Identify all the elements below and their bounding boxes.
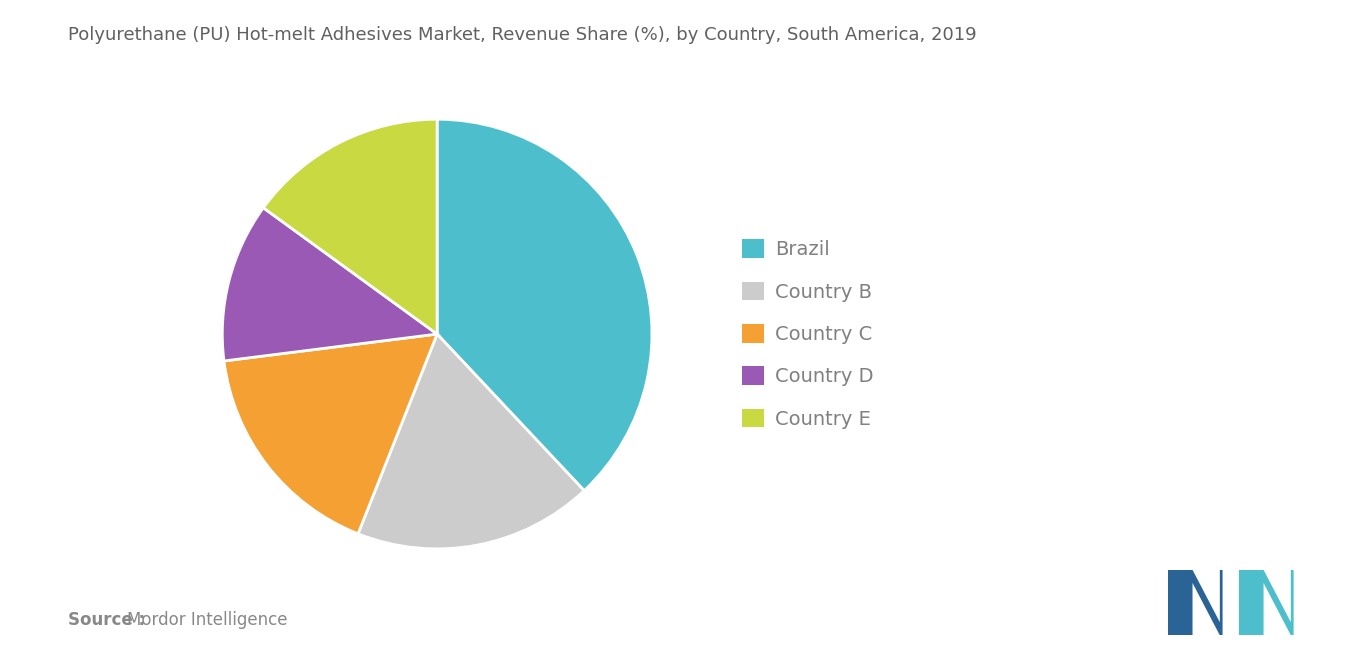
Wedge shape — [358, 334, 585, 549]
Wedge shape — [224, 334, 437, 534]
Wedge shape — [437, 119, 652, 491]
Wedge shape — [223, 208, 437, 361]
Legend: Brazil, Country B, Country C, Country D, Country E: Brazil, Country B, Country C, Country D,… — [742, 240, 874, 428]
Text: Mordor Intelligence: Mordor Intelligence — [127, 611, 287, 629]
Text: Source :: Source : — [68, 611, 152, 629]
Polygon shape — [1239, 570, 1294, 635]
Text: Polyurethane (PU) Hot-melt Adhesives Market, Revenue Share (%), by Country, Sout: Polyurethane (PU) Hot-melt Adhesives Mar… — [68, 26, 977, 44]
Wedge shape — [264, 119, 437, 334]
Polygon shape — [1168, 570, 1223, 635]
